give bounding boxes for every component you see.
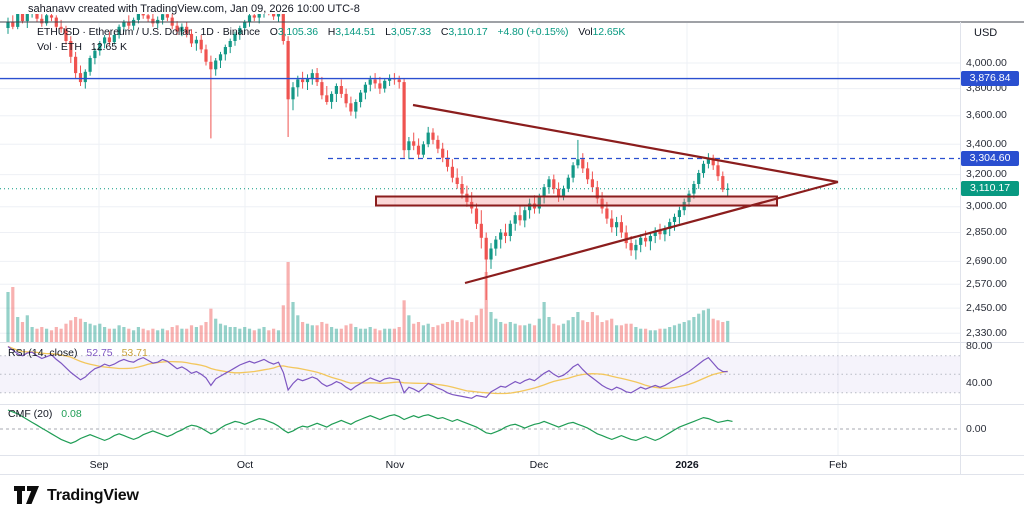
high-value: 3,144.51 xyxy=(335,26,376,38)
price-tick-label: 3,000.00 xyxy=(966,200,1007,213)
tradingview-logo-text: TradingView xyxy=(47,487,139,504)
price-tick-label: 2,690.00 xyxy=(966,254,1007,267)
price-axis-currency[interactable]: USD xyxy=(974,27,998,39)
volume-value: 12.65K xyxy=(592,26,626,38)
volume-bars xyxy=(6,262,730,342)
rsi-tick-label: 80.00 xyxy=(966,340,993,352)
price-tick-label: 3,400.00 xyxy=(966,137,1007,150)
cmf-tick-label: 0.00 xyxy=(966,422,987,435)
price-tick-label: 4,000.00 xyxy=(966,56,1007,69)
price-tick-label: 2,570.00 xyxy=(966,277,1007,290)
time-tick-label: 2026 xyxy=(675,459,699,471)
time-tick-label: Dec xyxy=(529,459,549,471)
time-tick-label: Sep xyxy=(89,459,109,471)
rsi-tick-label: 40.00 xyxy=(966,377,993,389)
price-tick-label: 2,850.00 xyxy=(966,226,1007,238)
price-tick-label: 2,330.00 xyxy=(966,326,1007,339)
close-value: 3,110.17 xyxy=(448,26,488,38)
rsi-value: 52.75 xyxy=(86,347,113,359)
high-label: H xyxy=(327,26,336,38)
price-tick-label: 2,450.00 xyxy=(966,301,1007,314)
price-tick-label: 3,600.00 xyxy=(966,109,1007,122)
time-tick-label: Feb xyxy=(828,459,848,471)
cmf-label: CMF (20) xyxy=(8,408,53,420)
attribution-text: sahanavv created with TradingView.com, J… xyxy=(28,3,360,15)
price-line-badge: 3,304.60 xyxy=(961,151,1019,166)
price-line-badge: 3,110.17 xyxy=(961,181,1019,197)
rsi-legend[interactable]: RSI (14, close) 52.75 53.71 xyxy=(8,347,148,359)
symbol-title: ETHUSD · Ethereum / U.S. Dollar · 1D · B… xyxy=(37,26,260,38)
low-label: L xyxy=(385,26,391,38)
rsi-label: RSI (14, close) xyxy=(8,347,78,359)
volume-label: Vol xyxy=(578,26,593,38)
open-value: 3,105.36 xyxy=(277,26,318,38)
tradingview-logo-icon xyxy=(14,486,39,504)
cmf-value: 0.08 xyxy=(61,408,82,420)
candlesticks xyxy=(6,14,730,300)
change-value: +4.80 (+0.15%) xyxy=(497,26,569,38)
close-label: C xyxy=(440,26,449,38)
price-line-badge: 3,876.84 xyxy=(961,71,1019,87)
time-tick-label: Nov xyxy=(385,459,405,471)
low-value: 3,057.33 xyxy=(390,26,431,38)
tradingview-logo[interactable]: TradingView xyxy=(14,486,139,506)
symbol-legend[interactable]: ETHUSD · Ethereum / U.S. Dollar · 1D · B… xyxy=(37,26,625,38)
rsi-ma-value: 53.71 xyxy=(121,347,148,359)
cmf-legend[interactable]: CMF (20) 0.08 xyxy=(8,408,82,420)
time-tick-label: Oct xyxy=(236,459,254,471)
volume-study-value: 12.65 K xyxy=(90,41,128,53)
price-tick-label: 3,200.00 xyxy=(966,168,1007,181)
open-label: O xyxy=(269,26,278,38)
volume-study-label: Vol · ETH xyxy=(37,41,82,53)
volume-study-legend[interactable]: Vol · ETH 12.65 K xyxy=(37,41,127,53)
